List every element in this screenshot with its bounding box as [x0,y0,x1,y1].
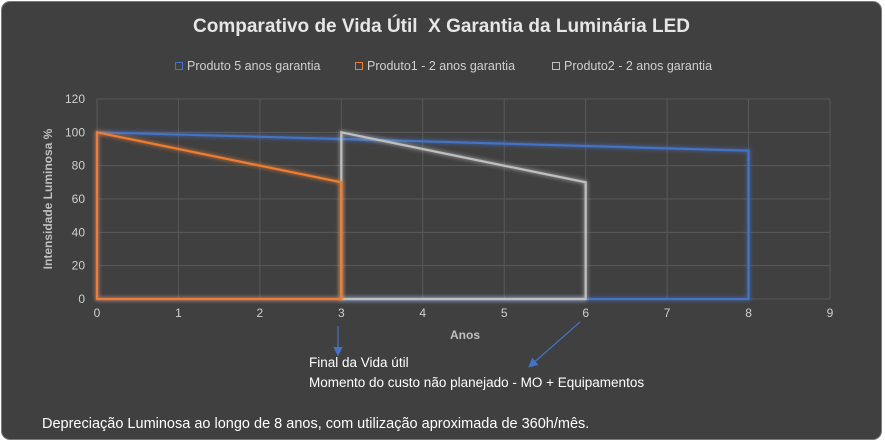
series-area-3 [340,130,587,301]
legend-item-produto2: Produto2 - 2 anos garantia [552,59,712,73]
footer-note: Depreciação Luminosa ao longo de 8 anos,… [42,416,590,432]
grid-lines [96,98,831,300]
series-area-2 [95,130,343,301]
y-tick-label: 0 [78,292,85,306]
legend-item-produto-5-anos: Produto 5 anos garantia [175,59,320,73]
y-tick-label: 20 [72,259,86,273]
x-axis-label: Anos [450,328,480,342]
y-tick-label: 40 [72,225,86,239]
legend: Produto 5 anos garantia Produto1 - 2 ano… [2,59,881,79]
legend-swatch-gray [552,62,560,70]
x-tick-label: 2 [257,306,264,320]
legend-label: Produto2 - 2 anos garantia [564,59,713,73]
y-tick-label: 120 [65,92,85,106]
x-tick-label: 6 [582,306,589,320]
legend-label: Produto1 - 2 anos garantia [367,59,516,73]
y-tick-label: 60 [72,192,86,206]
x-tick-label: 7 [664,306,671,320]
legend-label: Produto 5 anos garantia [187,59,321,73]
legend-item-produto1: Produto1 - 2 anos garantia [355,59,515,73]
chart-title: Comparativo de Vida Útil X Garantia da L… [193,16,690,37]
y-axis-label: Intensidade Luminosa % [41,128,55,269]
x-tick-label: 4 [419,306,426,320]
x-tick-label: 5 [501,306,508,320]
y-tick-label: 100 [65,125,85,139]
annotation-arrow-2 [528,321,581,368]
legend-swatch-blue [175,62,183,70]
x-tick-label: 1 [175,306,182,320]
annotation-custo-nao-planejado: Momento do custo não planejado - MO + Eq… [309,375,645,390]
y-ticks: 0 20 40 60 80 100 120 [65,92,85,306]
annotation-final-vida-util: Final da Vida útil [309,355,409,370]
x-ticks: 0 1 2 3 4 5 6 7 8 9 [94,306,834,320]
x-tick-label: 9 [827,306,834,320]
x-tick-label: 0 [94,306,101,320]
x-tick-label: 8 [745,306,752,320]
x-tick-label: 3 [338,306,345,320]
y-tick-label: 80 [72,159,86,173]
legend-swatch-orange [355,62,363,70]
series-layer [95,130,750,301]
